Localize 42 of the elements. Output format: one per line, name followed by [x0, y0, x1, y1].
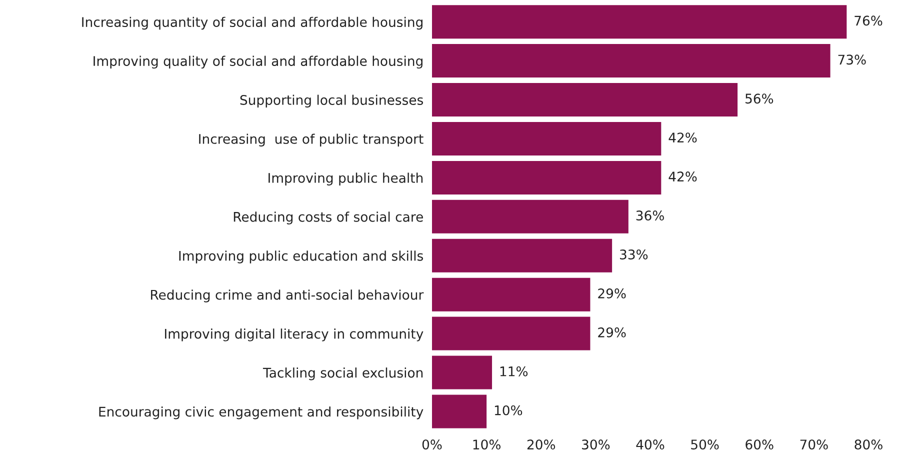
bar	[432, 316, 590, 350]
bar	[432, 44, 830, 78]
y-tick-label: Supporting local businesses	[240, 94, 424, 108]
data-label: 29%	[598, 327, 626, 338]
y-tick-label: Increasing use of public transport	[199, 134, 424, 146]
data-label: 42%	[668, 132, 697, 143]
x-tick-label: 20%	[527, 440, 556, 450]
bar	[432, 394, 487, 428]
bar	[432, 122, 662, 156]
bar	[432, 278, 590, 312]
y-tick-label: Improving public education and skills	[179, 250, 424, 264]
y-tick-label: Increasing quantity of social and affordable housing	[82, 16, 422, 30]
bar	[432, 5, 847, 39]
bar	[432, 83, 738, 117]
y-tick-label: Improving digital literacy in community	[165, 328, 424, 342]
bar	[432, 356, 492, 390]
bar	[432, 200, 628, 234]
bar	[432, 160, 662, 194]
x-tick-label: 10%	[473, 440, 500, 450]
x-tick-label: 70%	[800, 440, 828, 450]
data-label: 11%	[500, 366, 528, 376]
x-tick-label: 40%	[636, 440, 664, 450]
x-tick-label: 30%	[582, 440, 610, 450]
data-label: 33%	[620, 249, 648, 260]
x-tick-label: 80%	[854, 440, 882, 450]
y-tick-label: Reducing crime and anti-social behaviour	[151, 290, 424, 302]
data-label: 29%	[598, 288, 626, 298]
x-tick-label: 0%	[422, 440, 442, 450]
x-tick-label: 60%	[746, 440, 774, 450]
x-tick-label: 50%	[691, 440, 719, 450]
data-label: 76%	[854, 16, 882, 26]
data-label: 56%	[746, 94, 774, 104]
data-label: 10%	[494, 405, 522, 416]
y-tick-label: Improving public health	[268, 172, 423, 186]
data-label: 42%	[668, 172, 697, 182]
y-tick-label: Reducing costs of social care	[234, 212, 423, 224]
y-tick-label: Improving quality of social and affordable housing	[94, 56, 422, 69]
data-label: 73%	[838, 54, 866, 65]
y-tick-label: Tackling social exclusion	[262, 368, 423, 380]
y-tick-label: Encouraging civic engagement and responsibility	[99, 406, 424, 420]
data-label: 36%	[636, 210, 664, 220]
bar	[432, 238, 612, 272]
